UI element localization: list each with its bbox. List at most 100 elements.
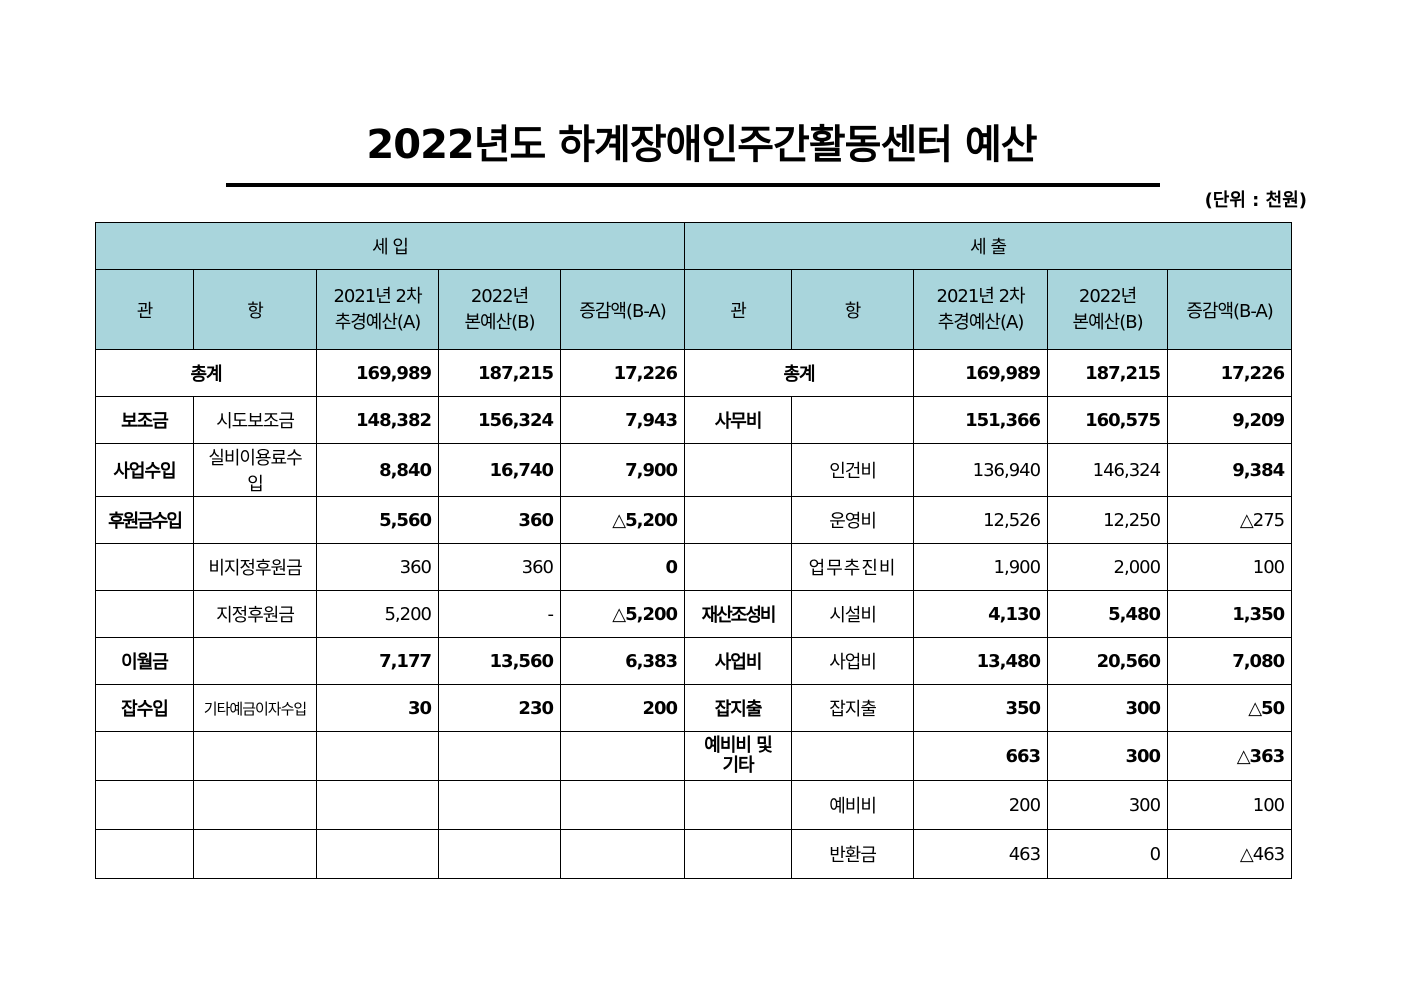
expense-diff: 100 — [1167, 543, 1293, 591]
table-row: 비지정후원금 360 360 0 업무추진비 1,900 2,000 100 — [95, 543, 1293, 591]
expense-gwan: 잡지출 — [684, 684, 793, 732]
income-b: 360 — [438, 543, 561, 591]
expense-a: 151,366 — [913, 396, 1049, 444]
expense-hang: 사업비 — [791, 637, 915, 685]
expense-hang: 반환금 — [791, 829, 915, 879]
expense-b: 2,000 — [1047, 543, 1169, 591]
income-a: 5,560 — [316, 496, 439, 544]
expense-b: 300 — [1047, 731, 1169, 781]
expense-b: 146,324 — [1047, 443, 1169, 497]
table-row: 반환금 463 0 △463 — [95, 829, 1293, 879]
income-a: 8,840 — [316, 443, 439, 497]
income-gwan-header: 관 — [95, 269, 194, 350]
income-gwan — [95, 543, 194, 591]
income-col-a-header: 2021년 2차 추경예산(A) — [316, 269, 439, 350]
income-gwan — [95, 731, 194, 781]
income-diff — [559, 780, 686, 830]
income-b: - — [438, 590, 561, 638]
expense-b: 300 — [1047, 684, 1169, 732]
expense-b: 0 — [1047, 829, 1169, 879]
income-gwan: 이월금 — [95, 637, 194, 685]
expense-hang: 시설비 — [791, 590, 915, 638]
income-a: 360 — [316, 543, 439, 591]
income-hang — [193, 780, 317, 830]
table-row: 이월금 7,177 13,560 6,383 사업비 사업비 13,480 20… — [95, 637, 1293, 685]
income-b: 13,560 — [438, 637, 561, 685]
income-a — [316, 829, 439, 879]
income-gwan: 잡수입 — [95, 684, 194, 732]
income-total-a: 169,989 — [316, 349, 439, 397]
expense-hang-header: 항 — [791, 269, 915, 350]
income-b — [438, 731, 561, 781]
expense-diff: △50 — [1167, 684, 1293, 732]
income-hang — [193, 731, 317, 781]
income-a — [316, 731, 439, 781]
expense-a: 12,526 — [913, 496, 1049, 544]
income-a: 7,177 — [316, 637, 439, 685]
expense-hang: 예비비 — [791, 780, 915, 830]
income-gwan: 보조금 — [95, 396, 194, 444]
expense-a: 1,900 — [913, 543, 1049, 591]
expense-hang — [791, 731, 915, 781]
income-hang-header: 항 — [193, 269, 317, 350]
expense-a: 4,130 — [913, 590, 1049, 638]
expense-diff: 1,350 — [1167, 590, 1293, 638]
expense-a: 350 — [913, 684, 1049, 732]
income-total-diff: 17,226 — [559, 349, 686, 397]
income-gwan: 사업수입 — [95, 443, 194, 497]
income-diff: 6,383 — [559, 637, 686, 685]
expense-gwan — [684, 780, 793, 830]
expense-gwan — [684, 496, 793, 544]
expense-a: 13,480 — [913, 637, 1049, 685]
income-a: 5,200 — [316, 590, 439, 638]
income-total-b: 187,215 — [438, 349, 561, 397]
expense-a: 136,940 — [913, 443, 1049, 497]
expense-b: 12,250 — [1047, 496, 1169, 544]
expense-gwan: 재산조성비 — [684, 590, 793, 638]
expense-hang — [791, 396, 915, 444]
expense-a: 663 — [913, 731, 1049, 781]
income-hang — [193, 637, 317, 685]
expense-diff: 9,209 — [1167, 396, 1293, 444]
income-diff: △5,200 — [559, 590, 686, 638]
income-gwan — [95, 829, 194, 879]
expense-b: 20,560 — [1047, 637, 1169, 685]
expense-gwan-header: 관 — [684, 269, 793, 350]
expense-diff: △463 — [1167, 829, 1293, 879]
income-b: 230 — [438, 684, 561, 732]
title-underline — [226, 183, 1160, 187]
expense-total-label: 총계 — [684, 349, 915, 397]
table-row: 예비비 및 기타 663 300 △363 — [95, 731, 1293, 781]
expense-total-diff: 17,226 — [1167, 349, 1293, 397]
expense-b: 160,575 — [1047, 396, 1169, 444]
total-row: 총계 169,989 187,215 17,226 총계 169,989 187… — [95, 349, 1293, 397]
page-title: 2022년도 하계장애인주간활동센터 예산 — [366, 122, 1037, 168]
income-b — [438, 780, 561, 830]
expense-total-a: 169,989 — [913, 349, 1049, 397]
expense-section-header: 세 출 — [684, 222, 1293, 270]
expense-gwan — [684, 443, 793, 497]
table-row: 잡수입 기타예금이자수입 30 230 200 잡지출 잡지출 350 300 … — [95, 684, 1293, 732]
income-diff: 7,943 — [559, 396, 686, 444]
table-row: 지정후원금 5,200 - △5,200 재산조성비 시설비 4,130 5,4… — [95, 590, 1293, 638]
expense-col-b-header: 2022년 본예산(B) — [1047, 269, 1169, 350]
expense-a: 463 — [913, 829, 1049, 879]
expense-diff: 100 — [1167, 780, 1293, 830]
expense-gwan: 사업비 — [684, 637, 793, 685]
income-hang: 실비이용료수입 — [193, 443, 317, 497]
income-hang: 지정후원금 — [193, 590, 317, 638]
expense-b: 300 — [1047, 780, 1169, 830]
expense-hang: 운영비 — [791, 496, 915, 544]
income-b: 16,740 — [438, 443, 561, 497]
income-col-b-header: 2022년 본예산(B) — [438, 269, 561, 350]
income-gwan — [95, 590, 194, 638]
income-hang — [193, 496, 317, 544]
expense-gwan: 예비비 및 기타 — [684, 731, 793, 781]
income-diff — [559, 731, 686, 781]
income-col-diff-header: 증감액(B-A) — [559, 269, 686, 350]
income-total-label: 총계 — [95, 349, 317, 397]
unit-label: (단위 : 천원) — [1204, 190, 1307, 211]
table-row: 예비비 200 300 100 — [95, 780, 1293, 830]
income-diff: 0 — [559, 543, 686, 591]
table-row: 후원금수입 5,560 360 △5,200 운영비 12,526 12,250… — [95, 496, 1293, 544]
